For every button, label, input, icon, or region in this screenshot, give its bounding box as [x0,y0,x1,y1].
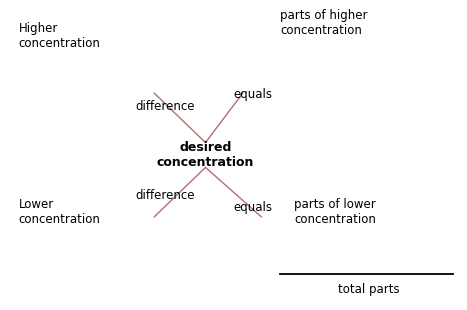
Text: total parts: total parts [338,283,400,296]
Text: desired
concentration: desired concentration [157,141,254,169]
Text: difference: difference [135,100,195,113]
Text: equals: equals [234,88,273,101]
Text: equals: equals [234,201,273,214]
Text: Higher
concentration: Higher concentration [19,22,100,50]
Text: Lower
concentration: Lower concentration [19,198,100,226]
Text: parts of higher
concentration: parts of higher concentration [280,9,368,37]
Text: difference: difference [135,189,195,202]
Text: parts of lower
concentration: parts of lower concentration [294,198,376,226]
